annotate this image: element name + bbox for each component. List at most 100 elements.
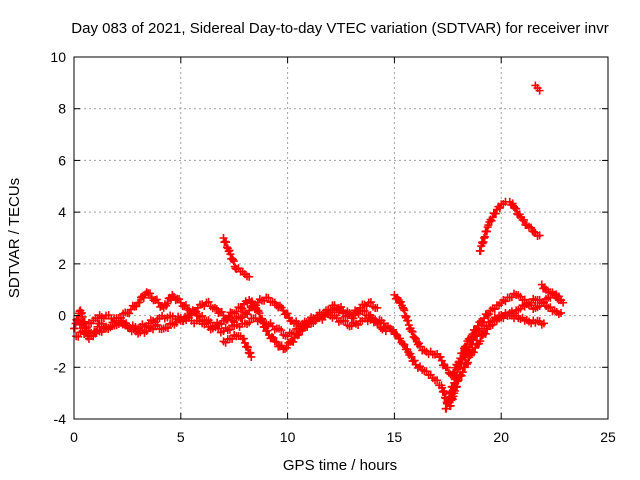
data-point bbox=[458, 368, 467, 377]
data-point bbox=[464, 358, 473, 367]
data-point bbox=[508, 199, 517, 208]
data-point bbox=[192, 307, 201, 316]
data-point bbox=[487, 216, 496, 225]
data-point bbox=[263, 326, 272, 335]
data-point bbox=[243, 342, 252, 351]
data-point bbox=[163, 324, 172, 333]
data-point bbox=[519, 215, 528, 224]
data-point bbox=[520, 295, 529, 304]
data-point bbox=[404, 316, 413, 325]
y-tick-label: 6 bbox=[58, 152, 66, 168]
data-point bbox=[491, 209, 500, 218]
data-point bbox=[222, 238, 231, 247]
data-point bbox=[229, 257, 238, 266]
data-point bbox=[410, 333, 419, 342]
y-tick-label: 4 bbox=[58, 204, 66, 220]
data-point bbox=[219, 234, 228, 242]
data-point bbox=[281, 344, 290, 353]
data-points bbox=[70, 81, 568, 413]
data-point bbox=[484, 310, 493, 319]
data-point bbox=[217, 307, 226, 316]
y-tick-label: 10 bbox=[50, 49, 66, 65]
data-point bbox=[282, 343, 291, 352]
data-point bbox=[366, 298, 375, 307]
x-tick-label: 25 bbox=[600, 429, 616, 445]
data-point bbox=[408, 327, 417, 336]
x-axis-label: GPS time / hours bbox=[283, 457, 397, 474]
data-point bbox=[74, 332, 83, 341]
data-point bbox=[433, 376, 442, 385]
data-point bbox=[245, 272, 254, 281]
data-point bbox=[546, 303, 555, 312]
data-point bbox=[243, 343, 252, 352]
x-tick-label: 0 bbox=[70, 429, 78, 445]
data-point bbox=[82, 323, 91, 332]
data-point bbox=[283, 309, 292, 318]
data-point bbox=[472, 331, 481, 340]
data-point bbox=[255, 309, 264, 318]
y-axis-label: SDTVAR / TECUs bbox=[6, 178, 23, 298]
data-point bbox=[495, 204, 504, 213]
grid-lines bbox=[74, 57, 608, 419]
series-trace-c bbox=[72, 293, 382, 343]
data-point bbox=[168, 290, 177, 299]
data-point bbox=[210, 303, 219, 312]
data-point bbox=[243, 310, 252, 319]
data-point bbox=[247, 352, 256, 361]
series-trace-f bbox=[379, 294, 566, 411]
data-point bbox=[445, 389, 454, 398]
data-point bbox=[239, 334, 248, 343]
data-point bbox=[228, 255, 237, 264]
data-point bbox=[181, 301, 190, 310]
chart-title: Day 083 of 2021, Sidereal Day-to-day VTE… bbox=[71, 20, 608, 37]
y-tick-label: 0 bbox=[58, 308, 66, 324]
data-point bbox=[245, 318, 254, 327]
series-trace-k bbox=[537, 280, 568, 307]
data-point bbox=[552, 290, 561, 299]
x-tick-label: 5 bbox=[177, 429, 185, 445]
data-point bbox=[476, 337, 485, 346]
series-trace-d bbox=[219, 234, 254, 281]
x-tick-label: 10 bbox=[280, 429, 296, 445]
data-point bbox=[347, 311, 356, 320]
data-point bbox=[481, 329, 490, 338]
data-point bbox=[539, 299, 548, 308]
data-point bbox=[529, 227, 538, 236]
data-point bbox=[163, 299, 172, 308]
data-point bbox=[396, 334, 405, 343]
x-axis: 0 5 10 15 20 25 bbox=[70, 57, 616, 445]
data-point bbox=[267, 332, 276, 341]
data-point bbox=[246, 348, 255, 357]
data-point bbox=[225, 246, 234, 255]
data-point bbox=[468, 340, 477, 349]
data-point bbox=[258, 318, 267, 327]
data-point bbox=[232, 307, 241, 316]
data-point bbox=[465, 345, 474, 354]
data-point bbox=[391, 330, 400, 339]
data-point bbox=[238, 304, 247, 313]
data-point bbox=[373, 303, 382, 312]
data-point bbox=[483, 311, 492, 320]
data-point bbox=[326, 305, 335, 314]
data-point bbox=[272, 338, 281, 347]
data-point bbox=[269, 333, 278, 342]
series-trace-i bbox=[475, 197, 544, 255]
data-point bbox=[443, 363, 452, 372]
data-point bbox=[512, 204, 521, 213]
data-point bbox=[226, 250, 235, 259]
data-point bbox=[437, 356, 446, 365]
data-point bbox=[277, 326, 286, 335]
data-point bbox=[539, 319, 548, 328]
data-point bbox=[125, 309, 134, 318]
data-point bbox=[535, 86, 544, 95]
data-point bbox=[553, 294, 562, 303]
data-point bbox=[410, 356, 419, 365]
series-trace-a bbox=[70, 306, 388, 341]
data-point bbox=[132, 302, 141, 311]
data-point bbox=[446, 388, 455, 397]
data-point bbox=[122, 319, 131, 328]
data-point bbox=[298, 326, 307, 335]
data-point bbox=[400, 340, 409, 349]
data-point bbox=[388, 325, 397, 334]
